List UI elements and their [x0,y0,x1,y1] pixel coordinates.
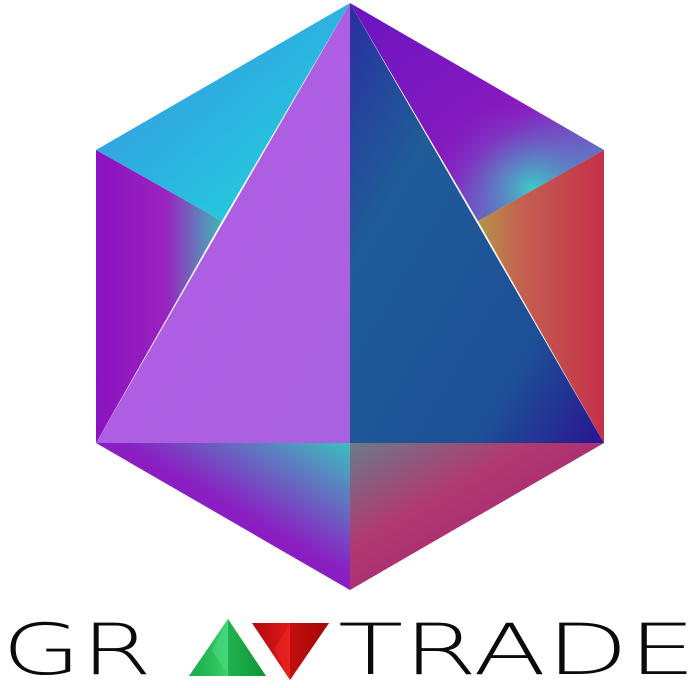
emblem-face-left [96,150,222,443]
wordmark-prefix: GR [2,609,152,688]
emblem-face-bottom-left [96,443,350,590]
emblem-face-bottom-right [350,443,604,590]
red-down-triangle-icon [252,623,329,680]
emblem-face-top-left [96,3,350,221]
green-up-triangle-icon [189,619,266,676]
brand-wordmark: GR TRADE [2,609,696,688]
emblem-pyramid-right [350,3,604,443]
emblem-pyramid-left [96,3,350,443]
wordmark-suffix: TRADE [338,609,696,688]
emblem-face-right [478,150,604,443]
hexagon-pyramid-emblem-icon [96,3,604,590]
